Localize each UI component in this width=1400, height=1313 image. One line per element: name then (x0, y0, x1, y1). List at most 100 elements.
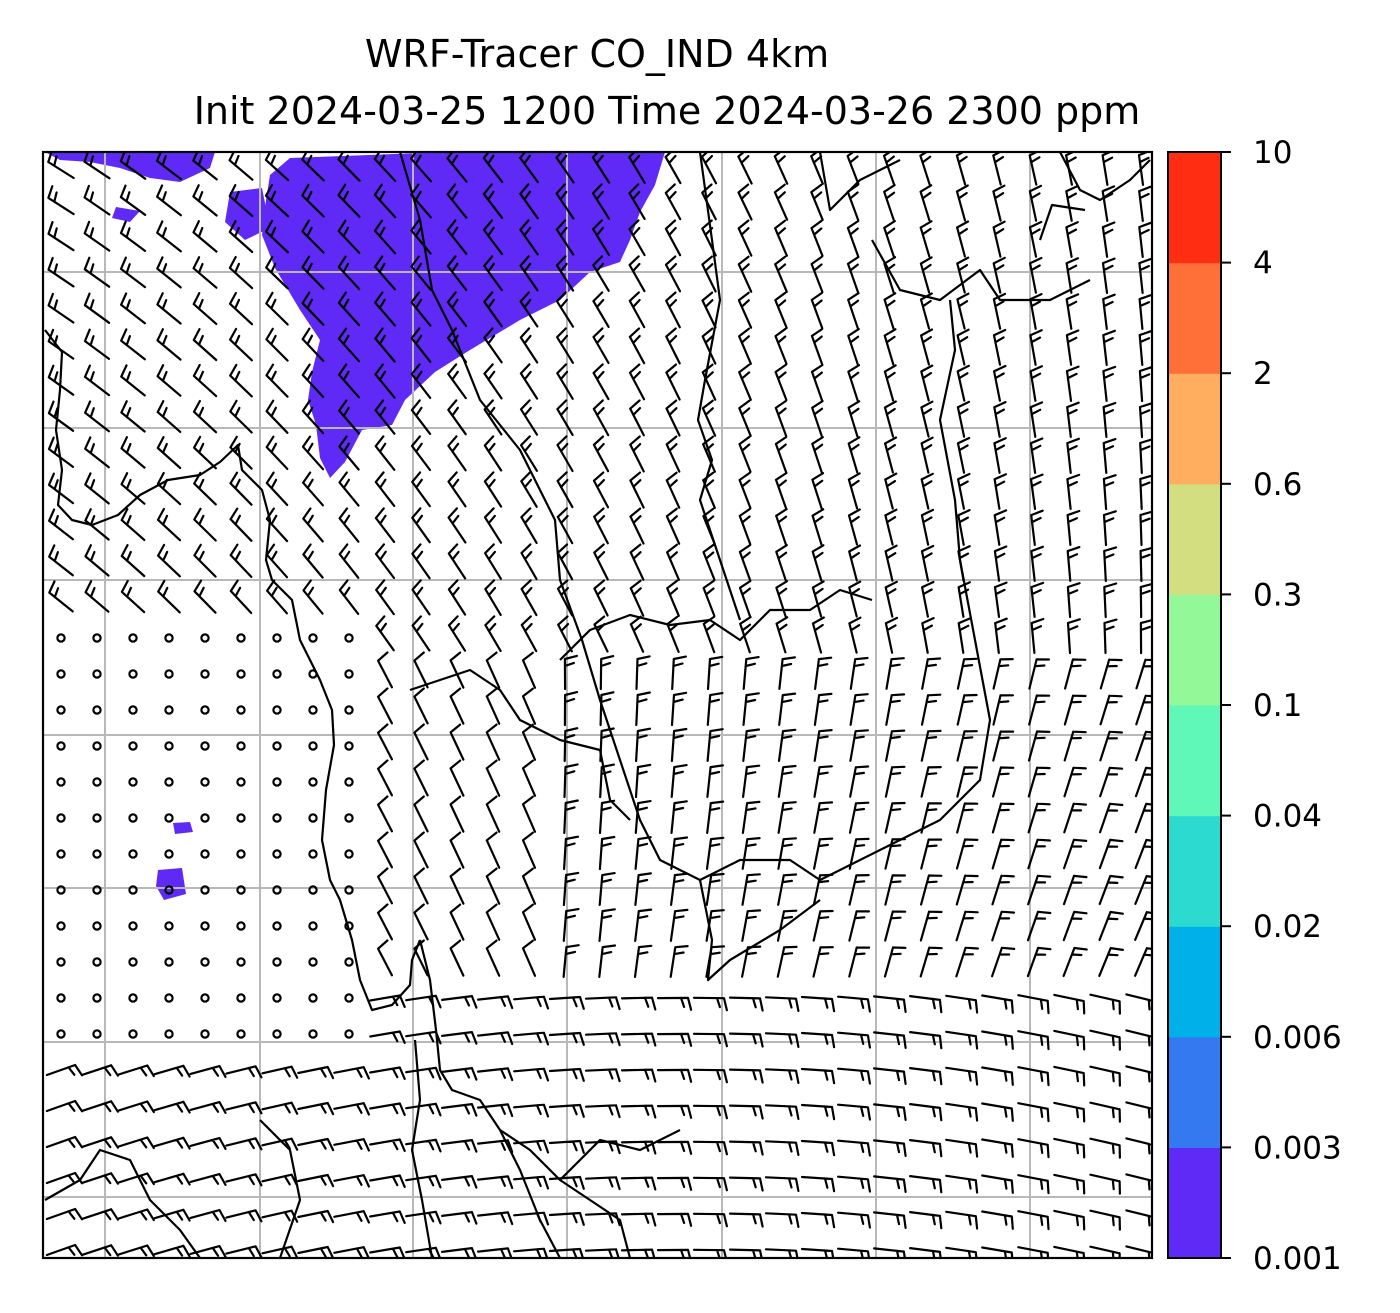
wind-barb (47, 185, 75, 216)
wind-barb (337, 255, 361, 291)
wind-barb (81, 1244, 119, 1257)
wind-barb (228, 255, 254, 290)
wind-barb (665, 327, 681, 365)
wind-barb (656, 1068, 693, 1083)
wind-barb (521, 831, 537, 869)
wind-calm-marker (128, 921, 138, 931)
wind-barb (520, 507, 538, 544)
wind-barb (228, 152, 254, 181)
wind-barb (229, 471, 253, 506)
wind-barb (413, 759, 429, 797)
wind-barb (920, 328, 934, 366)
wind-barb (265, 255, 289, 290)
wind-barb (992, 220, 1006, 258)
wind-barb (1138, 402, 1152, 439)
wind-calm-marker (200, 957, 210, 967)
wind-barb (991, 946, 1016, 978)
wind-barb (301, 363, 325, 399)
wind-barb (1089, 1245, 1121, 1258)
wind-barb (1138, 257, 1152, 294)
wind-barb (446, 255, 468, 291)
wind-barb (955, 910, 979, 942)
wind-barb (193, 507, 217, 542)
wind-barb (992, 766, 1015, 798)
wind-barb (629, 579, 645, 617)
wind-barb (153, 1136, 191, 1150)
wind-calm-marker (344, 885, 354, 895)
wind-barb (1089, 1065, 1121, 1087)
wind-barb (337, 327, 361, 363)
wind-barb (1028, 184, 1043, 222)
wind-barb (764, 996, 800, 1012)
wind-barb (261, 1245, 299, 1258)
wind-calm-marker (128, 957, 138, 967)
wind-barb (1062, 946, 1088, 978)
wind-barb (301, 435, 325, 471)
wind-calm-marker (308, 885, 318, 895)
wind-barb (1053, 1173, 1086, 1195)
wind-barb (302, 471, 324, 507)
wind-barb (483, 291, 503, 328)
wind-barb (1029, 365, 1043, 402)
wind-barb (629, 543, 645, 581)
wind-barb (447, 471, 467, 508)
wind-barb (374, 363, 396, 399)
wind-barb (301, 255, 325, 290)
wind-barb (449, 723, 465, 761)
wind-barb (742, 656, 760, 690)
wind-barb (377, 687, 393, 725)
wind-barb (120, 544, 146, 578)
wind-barb (192, 220, 218, 253)
wind-barb (1029, 437, 1044, 474)
wind-barb (369, 994, 406, 1008)
wind-barb (992, 730, 1015, 762)
wind-barb (981, 1066, 1014, 1086)
wind-calm-marker (128, 669, 138, 679)
wind-barb (909, 1247, 942, 1258)
coastline-west (44, 329, 422, 1012)
wind-calm-marker (128, 777, 138, 787)
wind-barb (265, 291, 289, 326)
wind-barb (45, 1207, 84, 1221)
wind-barb (993, 437, 1007, 474)
wind-barb (477, 1247, 513, 1258)
wind-barb (738, 507, 752, 546)
wind-barb (728, 996, 764, 1012)
wind-barb (620, 996, 657, 1011)
wind-barb (776, 909, 798, 942)
wind-barb (775, 544, 788, 582)
wind-barb (884, 508, 898, 546)
colorbar-tick-label: 0.001 (1253, 1241, 1342, 1277)
wind-barb (741, 873, 761, 906)
wind-calm-marker (344, 741, 354, 751)
wind-barb (563, 691, 579, 727)
wind-calm-marker (308, 813, 318, 823)
wind-calm-marker (200, 741, 210, 751)
wind-barb (482, 152, 504, 183)
wind-barb (192, 292, 218, 325)
wind-calm-marker (200, 885, 210, 895)
wind-barb (738, 543, 752, 582)
wind-barb (956, 292, 970, 330)
wind-barb (228, 184, 254, 217)
wind-barb (225, 1137, 263, 1151)
wind-calm-marker (128, 849, 138, 859)
wind-barb (45, 1099, 84, 1113)
wind-barb (519, 255, 539, 292)
wind-barb (410, 363, 432, 399)
wind-barb (297, 1245, 335, 1258)
wind-barb (1017, 994, 1050, 1015)
wind-barb (883, 220, 896, 258)
wind-barb (598, 944, 617, 978)
wind-barb (264, 183, 290, 218)
wind-barb (563, 835, 580, 871)
wind-barb (883, 400, 897, 438)
wind-barb (981, 1174, 1014, 1194)
wind-barb (656, 996, 693, 1011)
wind-barb (634, 872, 652, 906)
wind-barb (1017, 1066, 1050, 1087)
wind-barb (297, 1101, 335, 1116)
wind-barb (584, 1140, 621, 1155)
wind-calm-marker (236, 777, 246, 787)
wind-barb (849, 656, 869, 690)
